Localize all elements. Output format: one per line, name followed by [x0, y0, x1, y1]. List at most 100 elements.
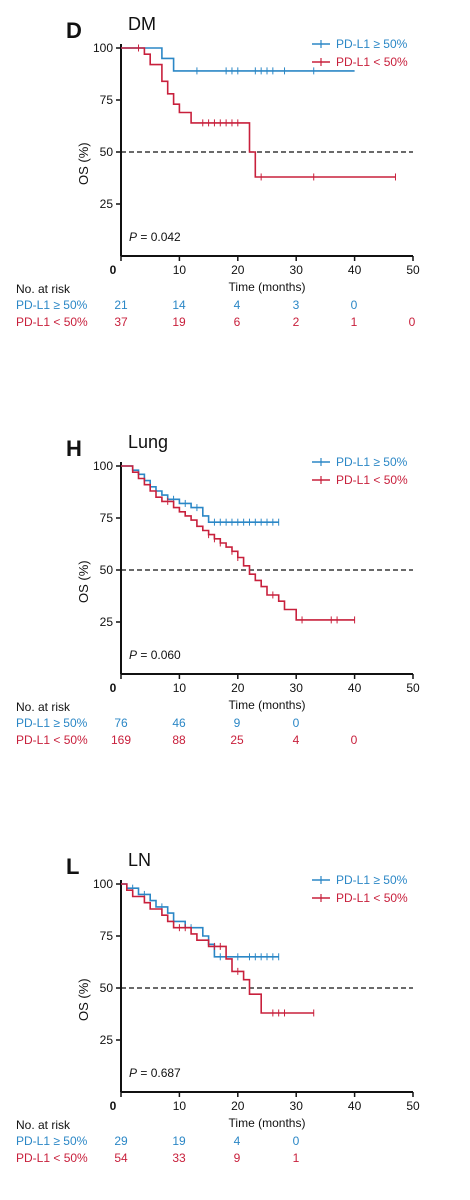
risk-value: 0 [350, 298, 358, 312]
risk-value: 9 [233, 716, 241, 730]
risk-value: 1 [292, 1151, 300, 1165]
x-tick-label: 20 [231, 681, 245, 695]
x-tick-label: 20 [231, 1099, 245, 1113]
p-symbol: P [129, 1066, 137, 1080]
risk-value: 25 [230, 733, 244, 747]
y-tick-label: 75 [100, 929, 114, 943]
x-tick-label: 20 [231, 263, 245, 277]
y-tick-label: 50 [100, 563, 114, 577]
risk-value: 9 [233, 1151, 241, 1165]
survival-curve-high [121, 47, 355, 72]
risk-row-label: PD-L1 ≥ 50% [16, 298, 88, 312]
x-tick-label: 50 [406, 263, 420, 277]
risk-value: 33 [172, 1151, 186, 1165]
risk-row-label: PD-L1 ≥ 50% [16, 716, 88, 730]
risk-header-row: No. at risk [0, 700, 470, 716]
risk-value: 29 [114, 1134, 128, 1148]
x-tick-label: 0 [110, 263, 117, 277]
risk-table-header: No. at risk [16, 700, 71, 714]
y-tick-label: 50 [100, 145, 114, 159]
y-tick-label: 25 [100, 615, 114, 629]
y-tick-label: 100 [93, 41, 113, 55]
x-axis-label: Time (months) [229, 1116, 306, 1130]
x-tick-label: 30 [290, 263, 304, 277]
km-panel-dm: D DM OS (%) 25 50 75 100 0 10 20 30 40 50 Time (mo… [0, 0, 470, 380]
y-tick-label: 100 [93, 877, 113, 891]
risk-row-label: PD-L1 < 50% [16, 733, 88, 747]
risk-value: 1 [350, 315, 358, 329]
x-tick-label: 10 [173, 1099, 187, 1113]
risk-value: 2 [292, 315, 300, 329]
survival-curve-high [121, 465, 279, 523]
y-tick-label: 75 [100, 511, 114, 525]
risk-table-header: No. at risk [16, 1118, 71, 1132]
risk-value: 88 [172, 733, 186, 747]
x-tick-label: 0 [110, 681, 117, 695]
x-tick-label: 50 [406, 1099, 420, 1113]
risk-value: 19 [172, 315, 186, 329]
risk-value: 46 [172, 716, 186, 730]
km-plot-ln: 25 50 75 100 0 10 20 30 40 50 Time (months) PD-L1 ≥… [93, 873, 420, 1130]
risk-row-label: PD-L1 < 50% [16, 1151, 88, 1165]
risk-value: 4 [233, 1134, 241, 1148]
p-value: = 0.042 [137, 230, 181, 244]
risk-value: 3 [292, 298, 300, 312]
survival-curve-low [121, 883, 314, 1014]
risk-value: 0 [350, 733, 358, 747]
risk-header-row: No. at risk [0, 282, 470, 298]
y-tick-label: 25 [100, 1033, 114, 1047]
km-plot-lung: 25 50 75 100 0 10 20 30 40 50 Time (months) PD-L1 ≥… [93, 455, 420, 712]
risk-value: 4 [292, 733, 300, 747]
p-value-label: P = 0.042 [129, 230, 181, 244]
p-value: = 0.687 [137, 1066, 181, 1080]
risk-value: 6 [233, 315, 241, 329]
p-value: = 0.060 [137, 648, 181, 662]
y-tick-label: 75 [100, 93, 114, 107]
x-tick-label: 10 [173, 681, 187, 695]
legend-label: PD-L1 ≥ 50% [336, 873, 408, 887]
risk-value: 4 [233, 298, 241, 312]
legend-label: PD-L1 < 50% [336, 55, 408, 69]
panel-title: Lung [128, 432, 169, 452]
y-tick-label: 50 [100, 981, 114, 995]
panel-letter: D [66, 18, 82, 43]
risk-row-label: PD-L1 < 50% [16, 315, 88, 329]
x-axis-label: Time (months) [229, 698, 306, 712]
risk-value: 37 [114, 315, 128, 329]
x-tick-label: 40 [348, 1099, 362, 1113]
legend-label: PD-L1 < 50% [336, 473, 408, 487]
x-axis-label: Time (months) [229, 280, 306, 294]
panel-title: DM [128, 14, 156, 34]
risk-value: 19 [172, 1134, 186, 1148]
risk-value: 76 [114, 716, 128, 730]
p-value-label: P = 0.060 [129, 648, 181, 662]
risk-value: 0 [292, 716, 300, 730]
p-symbol: P [129, 230, 137, 244]
survival-curve-low [121, 465, 355, 621]
risk-value: 0 [292, 1134, 300, 1148]
km-panel-lung: H Lung OS (%) 25 50 75 100 0 10 20 30 40 50 Time (… [0, 418, 470, 798]
risk-row-high: PD-L1 ≥ 50% 29 19 4 0 [0, 1134, 470, 1150]
x-tick-label: 0 [110, 1099, 117, 1113]
p-value-label: P = 0.687 [129, 1066, 181, 1080]
legend-label: PD-L1 ≥ 50% [336, 37, 408, 51]
risk-value: 21 [114, 298, 128, 312]
p-symbol: P [129, 648, 137, 662]
x-tick-label: 50 [406, 681, 420, 695]
panel-letter: H [66, 436, 82, 461]
risk-row-label: PD-L1 ≥ 50% [16, 1134, 88, 1148]
x-tick-label: 40 [348, 681, 362, 695]
risk-row-high: PD-L1 ≥ 50% 21 14 4 3 0 [0, 298, 470, 314]
y-tick-label: 25 [100, 197, 114, 211]
x-tick-label: 30 [290, 681, 304, 695]
legend-label: PD-L1 < 50% [336, 891, 408, 905]
y-tick-label: 100 [93, 459, 113, 473]
km-plot-dm: 25 50 75 100 0 10 20 30 40 50 Time (months) PD-L1 ≥… [93, 37, 420, 294]
panel-title: LN [128, 850, 152, 870]
survival-curve-low [121, 47, 396, 178]
panel-letter: L [66, 854, 80, 879]
risk-value: 169 [110, 733, 132, 747]
risk-value: 54 [114, 1151, 128, 1165]
x-tick-label: 10 [173, 263, 187, 277]
risk-row-low: PD-L1 < 50% 54 33 9 1 [0, 1151, 470, 1167]
